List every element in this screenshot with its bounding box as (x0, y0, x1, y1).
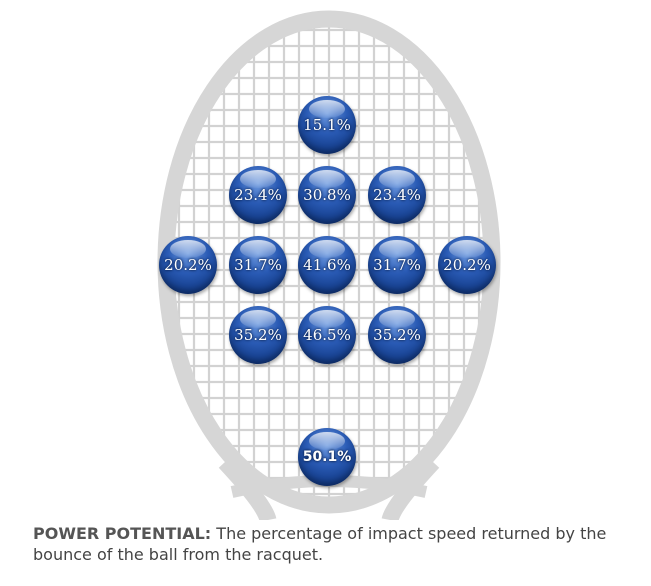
racquet-throat (218, 456, 440, 520)
ball-value: 35.2% (234, 326, 282, 344)
ball-value: 30.8% (303, 186, 351, 204)
ball-row3-far-left: 20.2% (159, 236, 217, 294)
ball-value: 41.6% (303, 256, 351, 274)
ball-value: 35.2% (373, 326, 421, 344)
ball-value: 23.4% (234, 186, 282, 204)
caption: POWER POTENTIAL: The percentage of impac… (33, 523, 633, 565)
ball-row2-left: 23.4% (229, 166, 287, 224)
ball-row3-center: 41.6% (298, 236, 356, 294)
ball-value: 23.4% (373, 186, 421, 204)
ball-row2-right: 23.4% (368, 166, 426, 224)
ball-row3-left: 31.7% (229, 236, 287, 294)
ball-value: 31.7% (234, 256, 282, 274)
ball-row3-far-right: 20.2% (438, 236, 496, 294)
caption-text: The percentage of impact speed returned … (33, 524, 607, 564)
ball-bottom-center: 50.1% (298, 428, 356, 486)
ball-value: 20.2% (164, 256, 212, 274)
ball-value: 50.1% (302, 449, 352, 465)
ball-row4-center: 46.5% (298, 306, 356, 364)
ball-row4-right: 35.2% (368, 306, 426, 364)
caption-title: POWER POTENTIAL: (33, 524, 212, 543)
ball-value: 20.2% (443, 256, 491, 274)
ball-row3-right: 31.7% (368, 236, 426, 294)
ball-value: 46.5% (303, 326, 351, 344)
ball-row2-center: 30.8% (298, 166, 356, 224)
ball-value: 15.1% (303, 116, 351, 134)
ball-value: 31.7% (373, 256, 421, 274)
ball-top-center: 15.1% (298, 96, 356, 154)
ball-row4-left: 35.2% (229, 306, 287, 364)
